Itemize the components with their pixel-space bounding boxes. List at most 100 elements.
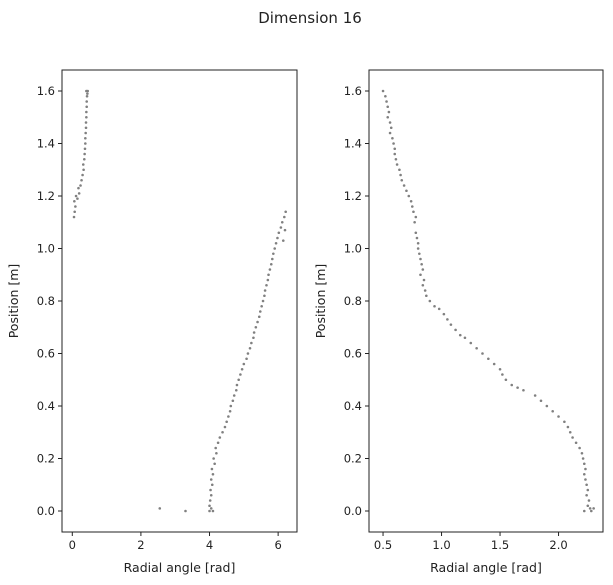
y-tick-label: 0.2 <box>37 452 55 466</box>
data-point <box>454 328 457 332</box>
data-point <box>574 441 578 445</box>
data-point <box>437 307 441 311</box>
data-point <box>395 163 399 166</box>
data-point <box>245 357 248 361</box>
y-tick-label: 0.2 <box>344 452 362 466</box>
data-point <box>232 394 236 397</box>
data-point <box>587 499 591 502</box>
data-point <box>585 493 588 497</box>
data-point <box>585 483 588 487</box>
data-point <box>267 273 270 277</box>
data-point <box>283 228 287 232</box>
data-point <box>492 362 496 366</box>
y-tick-label: 0.8 <box>344 294 362 308</box>
data-point <box>582 509 586 513</box>
data-point <box>216 441 220 445</box>
data-point <box>281 239 285 242</box>
y-tick-label: 0.0 <box>37 504 55 518</box>
data-point <box>433 304 436 308</box>
data-point <box>257 315 261 319</box>
data-point <box>254 325 258 329</box>
data-point <box>84 136 87 140</box>
x-axis-label: Radial angle [rad] <box>430 560 542 575</box>
data-point <box>393 147 397 151</box>
y-tick-label: 1.6 <box>37 84 55 98</box>
data-point <box>272 252 275 256</box>
data-point <box>384 94 387 98</box>
data-point <box>85 100 88 103</box>
data-point <box>277 231 281 235</box>
data-point <box>280 220 284 224</box>
y-axis-label: Position [m] <box>313 264 328 339</box>
data-point <box>402 184 406 187</box>
data-point <box>388 121 392 124</box>
data-point <box>469 341 473 345</box>
data-point <box>250 341 253 345</box>
data-point <box>416 247 420 250</box>
data-point <box>388 131 392 135</box>
data-point <box>419 257 422 261</box>
y-tick-label: 0.6 <box>37 347 55 361</box>
data-point <box>83 157 86 161</box>
x-tick-label: 1.0 <box>432 538 450 552</box>
data-point <box>421 268 425 271</box>
data-point <box>72 215 76 219</box>
data-point <box>533 394 537 397</box>
data-point <box>446 318 449 321</box>
data-point <box>252 331 256 334</box>
data-point <box>260 304 263 308</box>
data-point <box>580 451 584 455</box>
data-point <box>414 215 418 219</box>
y-tick-label: 0.8 <box>37 294 55 308</box>
y-tick-label: 1.4 <box>344 137 362 151</box>
data-point <box>86 92 89 95</box>
data-point <box>586 488 590 492</box>
y-tick-label: 0.4 <box>344 399 362 413</box>
data-point <box>215 451 218 455</box>
data-point <box>422 278 426 282</box>
data-point <box>73 199 76 203</box>
data-point <box>409 199 413 203</box>
data-point <box>458 333 462 337</box>
data-point <box>84 131 87 135</box>
data-point <box>463 336 467 340</box>
y-tick-label: 1.0 <box>344 242 362 256</box>
data-point <box>261 299 265 303</box>
data-point <box>393 152 397 156</box>
data-point <box>252 336 255 340</box>
data-point <box>386 115 390 119</box>
x-tick-label: 2.0 <box>549 538 567 552</box>
data-point <box>248 346 252 350</box>
data-point <box>415 236 419 240</box>
data-point <box>263 289 267 292</box>
data-point <box>399 173 402 177</box>
data-point <box>475 346 478 350</box>
axes-frame <box>368 69 604 533</box>
data-point <box>414 231 418 235</box>
data-point <box>516 386 519 389</box>
data-point <box>84 121 88 124</box>
data-point <box>73 210 76 214</box>
data-point <box>85 105 88 109</box>
data-point <box>84 142 87 145</box>
y-axis-label: Position [m] <box>6 264 21 339</box>
data-point <box>81 173 84 177</box>
data-point <box>584 478 587 481</box>
data-point <box>210 467 214 471</box>
data-point <box>592 507 595 510</box>
data-point <box>557 415 560 418</box>
data-point <box>235 383 239 387</box>
data-point <box>283 215 286 219</box>
data-point <box>407 194 411 198</box>
data-point <box>239 373 242 376</box>
data-point <box>284 210 287 214</box>
data-point <box>586 504 590 508</box>
data-point <box>85 110 88 114</box>
data-point <box>229 404 233 408</box>
data-point <box>74 194 78 198</box>
data-point <box>410 205 414 208</box>
data-point <box>211 472 215 476</box>
data-point <box>389 126 393 130</box>
figure-title: Dimension 16 <box>258 9 362 27</box>
data-point <box>211 509 215 513</box>
